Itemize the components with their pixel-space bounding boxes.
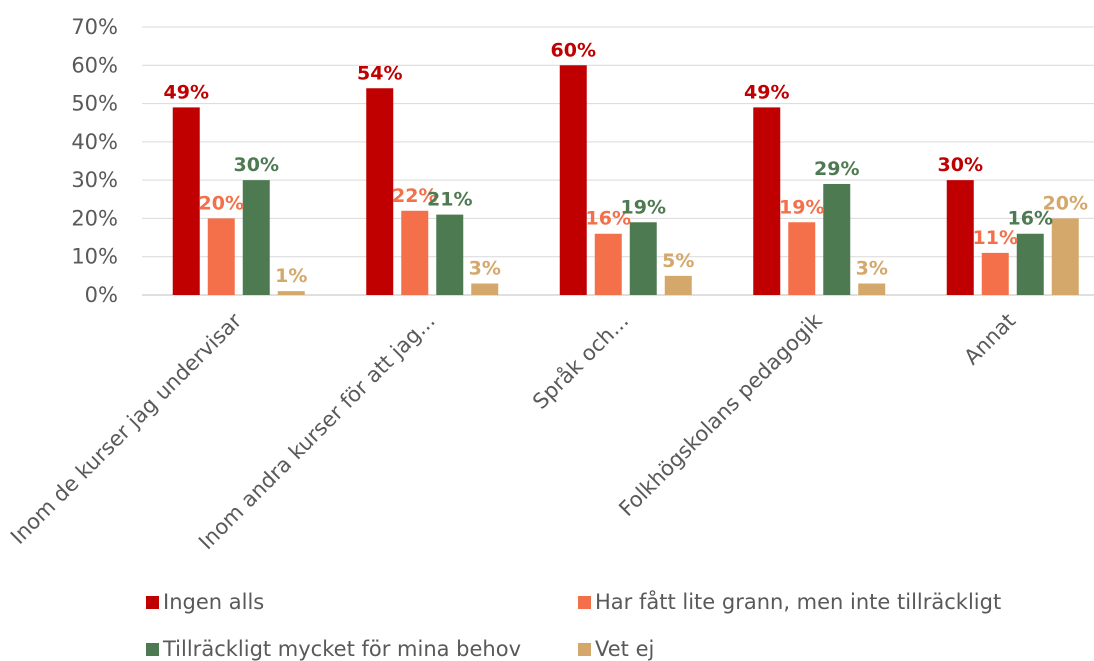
x-tick-label: Folkhögskolans pedagogik bbox=[614, 308, 827, 521]
y-tick-label: 10% bbox=[71, 245, 118, 269]
legend-swatch bbox=[146, 595, 159, 609]
y-tick-label: 50% bbox=[71, 92, 118, 116]
bar bbox=[172, 107, 200, 296]
data-label: 20% bbox=[1043, 192, 1088, 214]
data-label: 3% bbox=[856, 258, 888, 280]
data-label: 49% bbox=[744, 81, 789, 103]
legend-item-1: Har fått lite grann, men inte tillräckli… bbox=[578, 590, 1001, 614]
bars bbox=[172, 65, 1079, 296]
data-label: 19% bbox=[621, 196, 666, 218]
legend-swatch bbox=[578, 642, 591, 656]
bar bbox=[366, 88, 394, 295]
bar bbox=[858, 283, 886, 295]
bar bbox=[436, 214, 464, 295]
bar bbox=[277, 291, 305, 295]
y-axis: 0% 10% 20% 30% 40% 50% 60% 70% bbox=[71, 15, 118, 307]
bar bbox=[753, 107, 781, 296]
data-label: 49% bbox=[164, 81, 209, 103]
legend-item-3: Vet ej bbox=[578, 637, 654, 661]
legend-label: Har fått lite grann, men inte tillräckli… bbox=[595, 590, 1002, 614]
legend-label: Vet ej bbox=[595, 637, 655, 661]
bar bbox=[629, 222, 657, 295]
data-label: 16% bbox=[1008, 208, 1053, 230]
bar bbox=[823, 183, 851, 295]
gridlines bbox=[142, 26, 1094, 296]
data-label: 21% bbox=[427, 189, 472, 211]
data-labels: 49%20%30%1%54%22%21%3%60%16%19%5%49%19%2… bbox=[164, 39, 1088, 287]
data-label: 60% bbox=[551, 39, 596, 61]
y-tick-label: 40% bbox=[71, 130, 118, 154]
data-label: 11% bbox=[973, 227, 1018, 249]
bar bbox=[471, 283, 499, 295]
data-label: 1% bbox=[275, 265, 307, 287]
data-label: 30% bbox=[234, 154, 279, 176]
bar bbox=[594, 233, 622, 295]
data-label: 22% bbox=[392, 185, 437, 207]
bar bbox=[946, 180, 974, 295]
data-label: 20% bbox=[199, 192, 244, 214]
x-tick-label: Inom andra kurser för att jag... bbox=[194, 309, 440, 555]
y-tick-label: 0% bbox=[85, 283, 118, 307]
bar bbox=[207, 218, 235, 295]
legend-item-0: Ingen alls bbox=[146, 590, 264, 614]
legend-swatch bbox=[146, 642, 159, 656]
data-label: 29% bbox=[814, 158, 859, 180]
x-tick-label: Språk och... bbox=[527, 308, 633, 414]
data-label: 54% bbox=[357, 62, 402, 84]
data-label: 30% bbox=[938, 154, 983, 176]
bar bbox=[788, 222, 816, 295]
bar bbox=[559, 65, 587, 296]
y-tick-label: 30% bbox=[71, 168, 118, 192]
bar bbox=[1051, 218, 1079, 295]
bar bbox=[242, 180, 270, 295]
y-tick-label: 70% bbox=[71, 15, 118, 39]
bar bbox=[981, 252, 1009, 295]
y-tick-label: 20% bbox=[71, 206, 118, 230]
legend-label: Ingen alls bbox=[163, 590, 265, 614]
data-label: 19% bbox=[779, 196, 824, 218]
x-tick-label: Inom de kurser jag undervisar bbox=[6, 308, 247, 549]
data-label: 3% bbox=[469, 258, 501, 280]
legend-item-2: Tillräckligt mycket för mina behov bbox=[146, 637, 521, 661]
bar bbox=[1016, 233, 1044, 295]
data-label: 16% bbox=[586, 208, 631, 230]
y-tick-label: 60% bbox=[71, 53, 118, 77]
legend-label: Tillräckligt mycket för mina behov bbox=[163, 637, 522, 661]
x-tick-label: Annat bbox=[959, 309, 1020, 370]
bar bbox=[401, 210, 429, 295]
bar bbox=[664, 275, 692, 295]
data-label: 5% bbox=[662, 250, 694, 272]
legend-swatch bbox=[578, 595, 591, 609]
